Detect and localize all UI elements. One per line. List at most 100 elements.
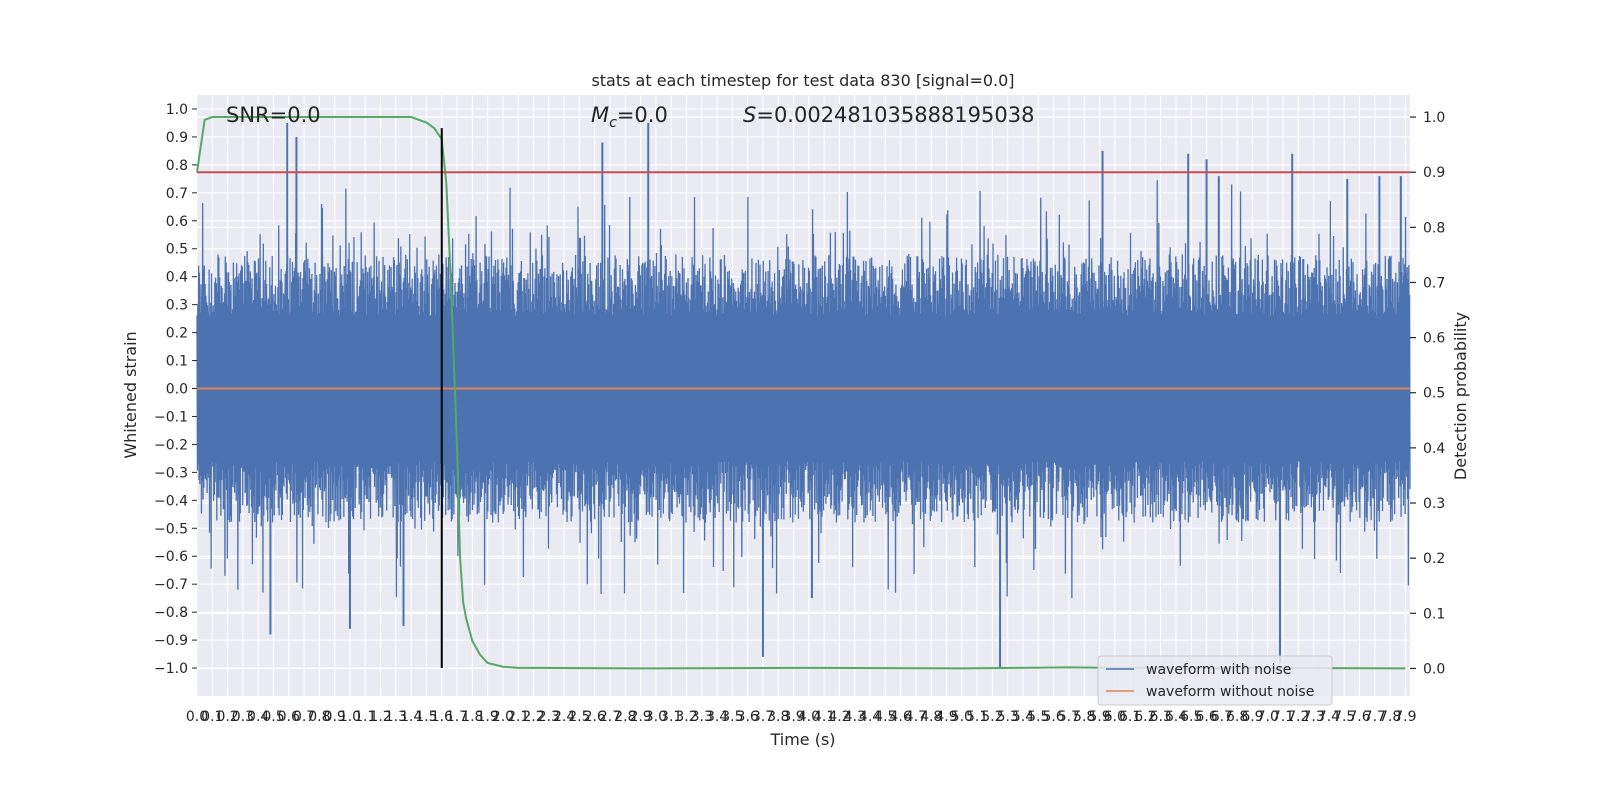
x-tick-label: 2.1	[507, 709, 529, 725]
x-tick-label: 4.5	[874, 709, 896, 725]
x-tick-label: 1.1	[354, 709, 376, 725]
x-tick-label: 7.5	[1333, 709, 1355, 725]
x-tick-label: 6.0	[1104, 709, 1126, 725]
x-tick-label: 0.6	[278, 709, 300, 725]
x-tick-label: 1.5	[415, 709, 437, 725]
x-tick-label: 3.1	[660, 709, 682, 725]
x-tick-label: 3.3	[691, 709, 713, 725]
x-tick-label: 6.9	[1241, 709, 1263, 725]
x-tick-label: 1.7	[446, 709, 468, 725]
y-tick-label: −0.2	[154, 437, 188, 453]
x-tick-label: 4.4	[859, 709, 881, 725]
x-tick-label: 4.0	[798, 709, 820, 725]
y2-tick-label: 0.4	[1423, 441, 1445, 457]
x-tick-label: 0.7	[293, 709, 315, 725]
x-tick-label: 1.8	[461, 709, 483, 725]
y-tick-label: −0.5	[154, 521, 188, 537]
x-tick-label: 6.3	[1150, 709, 1172, 725]
x-tick-label: 1.4	[400, 709, 422, 725]
x-tick-label: 1.3	[385, 709, 407, 725]
legend: waveform with noise waveform without noi…	[1097, 655, 1333, 706]
legend-box	[1097, 655, 1333, 706]
x-tick-label: 2.9	[629, 709, 651, 725]
y2-tick-label: 0.8	[1423, 220, 1445, 236]
x-tick-label: 2.6	[584, 709, 606, 725]
x-axis-ticks: 0.00.10.20.30.40.50.60.70.80.91.01.11.21…	[186, 709, 1417, 725]
y-tick-label: −0.7	[154, 577, 188, 593]
y-tick-label: 0.1	[166, 354, 188, 370]
x-tick-label: 6.5	[1180, 709, 1202, 725]
detection-stat-value: =0.002481035888195038	[756, 103, 1034, 127]
x-tick-label: 2.0	[492, 709, 514, 725]
y2-tick-label: 0.7	[1423, 275, 1445, 291]
y2-tick-label: 0.2	[1423, 551, 1445, 567]
x-tick-label: 3.5	[721, 709, 743, 725]
y2-tick-label: 0.9	[1423, 165, 1445, 181]
x-tick-label: 5.1	[966, 709, 988, 725]
x-tick-label: 4.6	[889, 709, 911, 725]
y-tick-label: 0.2	[166, 326, 188, 342]
x-tick-label: 0.1	[201, 709, 223, 725]
x-tick-label: 6.8	[1226, 709, 1248, 725]
x-tick-label: 0.9	[324, 709, 346, 725]
x-tick-label: 5.4	[1012, 709, 1034, 725]
y2-tick-label: 0.0	[1423, 661, 1445, 677]
x-tick-label: 6.2	[1134, 709, 1156, 725]
x-tick-label: 4.2	[828, 709, 850, 725]
x-tick-label: 5.5	[1027, 709, 1049, 725]
y-tick-label: 1.0	[166, 102, 188, 118]
y-axis-ticks: −1.0 −0.9 −0.8 −0.7 −0.6 −0.5 −0.4 −0.3 −0.2 −0.1…	[154, 102, 197, 677]
x-tick-label: 0.2	[216, 709, 238, 725]
x-tick-label: 7.3	[1303, 709, 1325, 725]
y-tick-label: 0.3	[166, 298, 188, 314]
y2-tick-label: 0.1	[1423, 606, 1445, 622]
chirp-mass-value: =0.0	[617, 103, 668, 127]
y-tick-label: −1.0	[154, 661, 188, 677]
y-tick-label: −0.3	[154, 465, 188, 481]
x-tick-label: 6.7	[1211, 709, 1233, 725]
y-tick-label: −0.1	[154, 409, 188, 425]
x-tick-label: 7.6	[1348, 709, 1370, 725]
y-tick-label: −0.9	[154, 633, 188, 649]
detection-stat-annotation: S=0.002481035888195038	[743, 103, 1034, 127]
x-tick-label: 7.8	[1379, 709, 1401, 725]
x-tick-label: 5.2	[981, 709, 1003, 725]
x-tick-label: 5.0	[951, 709, 973, 725]
x-tick-label: 5.9	[1088, 709, 1110, 725]
x-tick-label: 4.9	[935, 709, 957, 725]
series-lines	[196, 116, 1410, 670]
x-tick-label: 0.0	[186, 709, 208, 725]
x-tick-label: 0.8	[308, 709, 330, 725]
x-tick-label: 4.8	[920, 709, 942, 725]
y-tick-label: 0.6	[166, 214, 188, 230]
x-tick-label: 4.3	[844, 709, 866, 725]
x-tick-label: 2.7	[599, 709, 621, 725]
legend-label-clean: waveform without noise	[1146, 684, 1314, 700]
x-tick-label: 7.4	[1318, 709, 1340, 725]
x-tick-label: 6.6	[1195, 709, 1217, 725]
x-tick-label: 1.6	[431, 709, 453, 725]
x-tick-label: 1.9	[476, 709, 498, 725]
x-tick-label: 2.5	[568, 709, 590, 725]
x-tick-label: 7.9	[1394, 709, 1416, 725]
chart-title: stats at each timestep for test data 830…	[591, 71, 1014, 90]
x-tick-label: 3.6	[737, 709, 759, 725]
x-tick-label: 2.3	[538, 709, 560, 725]
y-tick-label: −0.4	[154, 493, 188, 509]
x-tick-label: 2.8	[614, 709, 636, 725]
y-tick-label: 0.7	[166, 186, 188, 202]
x-tick-label: 4.1	[813, 709, 835, 725]
y2-tick-label: 0.5	[1423, 386, 1445, 402]
y-tick-label: 0.5	[166, 242, 188, 258]
y-tick-label: −0.6	[154, 549, 188, 565]
x-tick-label: 0.5	[262, 709, 284, 725]
x-tick-label: 7.2	[1287, 709, 1309, 725]
x-tick-label: 3.4	[706, 709, 728, 725]
y-tick-label: 0.4	[166, 270, 188, 286]
snr-annotation: SNR=0.0	[226, 103, 321, 127]
x-tick-label: 5.8	[1073, 709, 1095, 725]
x-tick-label: 5.3	[997, 709, 1019, 725]
x-tick-label: 3.9	[782, 709, 804, 725]
x-tick-label: 3.2	[675, 709, 697, 725]
